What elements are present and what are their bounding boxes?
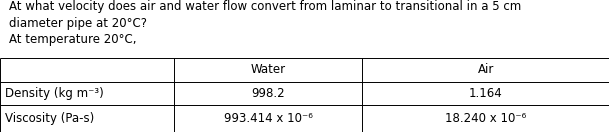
Text: At what velocity does air and water flow convert from laminar to transitional in: At what velocity does air and water flow… — [9, 0, 521, 46]
Text: 1.164: 1.164 — [469, 87, 502, 100]
Text: 18.240 x 10⁻⁶: 18.240 x 10⁻⁶ — [445, 112, 526, 125]
Text: 993.414 x 10⁻⁶: 993.414 x 10⁻⁶ — [224, 112, 312, 125]
Text: Air: Air — [477, 63, 494, 76]
Text: Density (kg m⁻³): Density (kg m⁻³) — [5, 87, 104, 100]
Text: Water: Water — [250, 63, 286, 76]
Text: Viscosity (Pa-s): Viscosity (Pa-s) — [5, 112, 94, 125]
Text: 998.2: 998.2 — [251, 87, 285, 100]
